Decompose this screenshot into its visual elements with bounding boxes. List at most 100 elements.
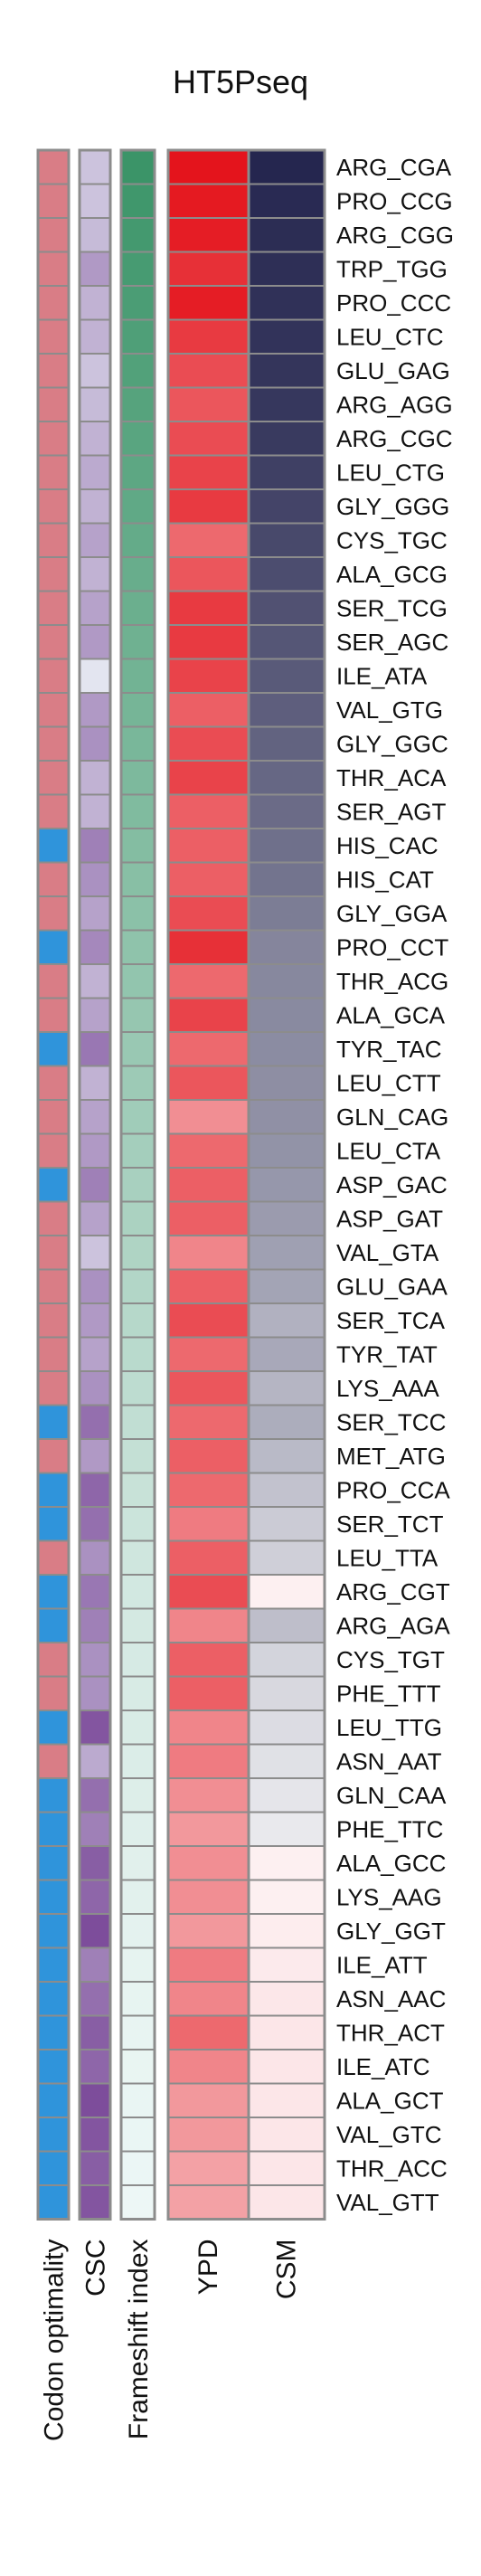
csc-cell [79,1777,111,1814]
codon-optimality-cell [37,1709,70,1746]
csm-cell [248,2014,325,2050]
ypd-cell [167,1268,250,1304]
csc-cell [79,1946,111,1983]
frameshift-index-cell [120,454,156,490]
frameshift-index-cell [120,353,156,389]
ypd-cell [167,318,250,355]
row-label: GLY_GGC [336,730,448,757]
ypd-cell [167,2014,250,2050]
codon-optimality-cell [37,828,70,864]
codon-optimality-cell [37,522,70,558]
csm-cell [248,454,325,490]
row-label: TYR_TAT [336,1340,438,1368]
csm-cell [248,1336,325,1372]
frameshift-index-cell [120,725,156,762]
row-label: ALA_GCC [336,1850,446,1877]
csm-cell [248,624,325,660]
ypd-cell [167,1370,250,1406]
csc-cell [79,1506,111,1542]
csm-cell [248,353,325,389]
row-label: PRO_CCC [336,289,451,317]
frameshift-index-cell [120,692,156,728]
codon-optimality-column-frame [36,148,71,2221]
row-label: LEU_CTA [336,1137,441,1164]
codon-optimality-cell [37,1132,70,1169]
codon-optimality-cell [37,2117,70,2153]
codon-optimality-cell [37,1539,70,1576]
ypd-cell [167,2082,250,2118]
row-label: GLU_GAG [336,357,450,384]
frameshift-index-cell [120,2150,156,2186]
codon-optimality-cell [37,1065,70,1101]
codon-optimality-cell [37,793,70,829]
codon-optimality-cell [37,1370,70,1406]
csc-cell [79,318,111,355]
csc-cell [79,2184,111,2221]
row-label: SER_AGC [336,629,448,656]
csc-cell [79,1472,111,1508]
codon-optimality-cell [37,149,70,185]
csm-cell [248,2150,325,2186]
codon-optimality-cell [37,1913,70,1949]
codon-optimality-cell [37,692,70,728]
frameshift-index-cell [120,556,156,592]
ypd-cell [167,1709,250,1746]
csm-cell [248,1539,325,1576]
codon-optimality-cell [37,386,70,422]
csc-cell [79,929,111,965]
ypd-cell [167,929,250,965]
frameshift-index-cell [120,1946,156,1983]
codon-optimality-cell [37,217,70,253]
ypd-cell [167,1167,250,1203]
codon-optimality-cell [37,2049,70,2085]
csm-cell [248,1642,325,1678]
row-label: PRO_CCT [336,933,448,961]
csc-cell [79,1031,111,1067]
ypd-cell [167,2049,250,2085]
csm-cell [248,1031,325,1067]
csc-cell [79,2049,111,2085]
row-label: GLY_GGG [336,493,449,520]
csm-cell [248,895,325,932]
frameshift-index-cell [120,1200,156,1236]
ypd-cell [167,895,250,932]
csm-cell [248,1200,325,1236]
csm-cell [248,1913,325,1949]
csm-cell [248,793,325,829]
ypd-cell [167,1913,250,1949]
ypd-cell [167,386,250,422]
row-label: LYS_AAG [336,1883,442,1910]
frameshift-index-cell [120,1574,156,1610]
csc-cell [79,421,111,457]
ypd-cell [167,353,250,389]
csm-cell [248,1777,325,1814]
codon-optimality-cell [37,997,70,1033]
csc-cell [79,386,111,422]
csm-cell [248,725,325,762]
codon-optimality-cell [37,1574,70,1610]
codon-optimality-cell [37,2184,70,2221]
frameshift-index-cell [120,828,156,864]
csc-cell [79,217,111,253]
frameshift-index-cell [120,1268,156,1304]
csc-cell [79,454,111,490]
ypd-cell [167,1743,250,1779]
codon-optimality-cell [37,1777,70,1814]
csm-cell [248,1438,325,1474]
frameshift-index-cell [120,963,156,999]
row-label: GLY_GGA [336,900,448,927]
row-label: SER_TCT [336,1511,444,1538]
frameshift-index-cell [120,1336,156,1372]
row-label: ILE_ATT [336,1951,428,1978]
ypd-cell [167,1031,250,1067]
csm-cell [248,1506,325,1542]
ypd-cell [167,251,250,287]
csm-cell [248,1574,325,1610]
csm-cell [248,1845,325,1881]
ypd-cell [167,522,250,558]
row-label: ARG_CGG [336,222,454,249]
ypd-cell [167,1472,250,1508]
ypd-cell [167,1811,250,1847]
ypd-cell [167,828,250,864]
